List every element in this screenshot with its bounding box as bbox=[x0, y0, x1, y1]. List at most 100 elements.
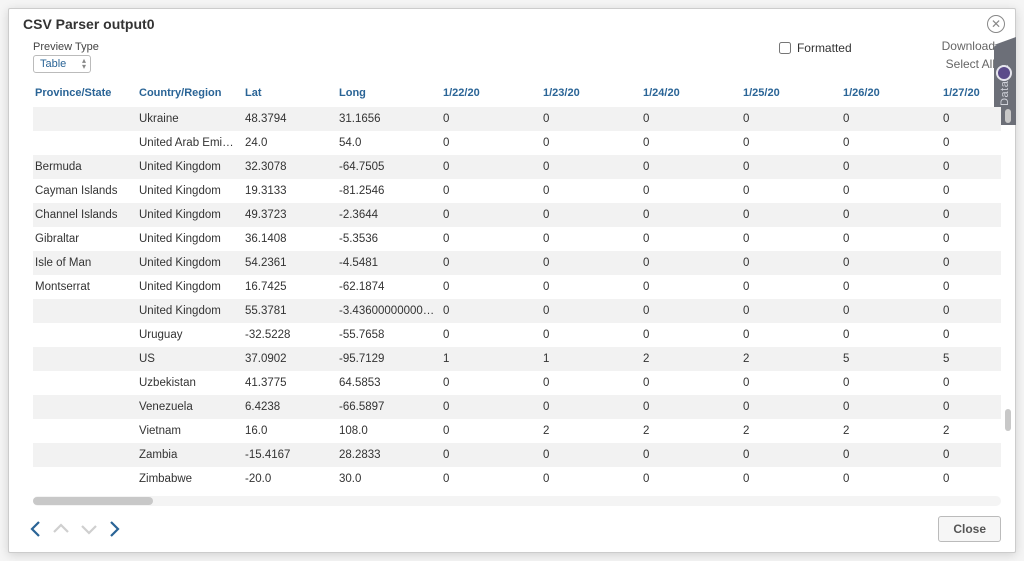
table-cell: 0 bbox=[741, 371, 841, 395]
table-cell: Cayman Islands bbox=[33, 179, 137, 203]
table-cell: 16.7425 bbox=[243, 275, 337, 299]
vscroll-thumb[interactable] bbox=[1005, 409, 1011, 431]
nav-prev-icon[interactable] bbox=[29, 519, 43, 539]
table-cell: United Arab Emira… bbox=[137, 131, 243, 155]
table-cell: 0 bbox=[541, 155, 641, 179]
table-cell: 1 bbox=[541, 347, 641, 371]
table-cell: Montserrat bbox=[33, 275, 137, 299]
column-header[interactable]: Lat bbox=[243, 79, 337, 107]
table-row[interactable]: United Kingdom55.3781-3.43600000000000…0… bbox=[33, 299, 1001, 323]
column-header[interactable]: 1/25/20 bbox=[741, 79, 841, 107]
table-cell: United Kingdom bbox=[137, 155, 243, 179]
table-cell: 0 bbox=[841, 107, 941, 131]
table-row[interactable]: GibraltarUnited Kingdom36.1408-5.3536000… bbox=[33, 227, 1001, 251]
table-row[interactable]: Uruguay-32.5228-55.7658000000 bbox=[33, 323, 1001, 347]
table-cell: 0 bbox=[441, 227, 541, 251]
hscroll-track[interactable] bbox=[33, 496, 1001, 506]
table-row[interactable]: Ukraine48.379431.1656000000 bbox=[33, 107, 1001, 131]
table-cell: 0 bbox=[641, 371, 741, 395]
column-header[interactable]: Province/State bbox=[33, 79, 137, 107]
close-button[interactable]: Close bbox=[938, 516, 1001, 542]
formatted-toggle[interactable]: Formatted bbox=[779, 41, 852, 55]
table-row[interactable]: Zimbabwe-20.030.0000000 bbox=[33, 467, 1001, 491]
table-cell: 0 bbox=[541, 323, 641, 347]
table-cell: US bbox=[137, 347, 243, 371]
table-cell: 0 bbox=[841, 179, 941, 203]
table-cell: 0 bbox=[741, 299, 841, 323]
table-cell: 48.3794 bbox=[243, 107, 337, 131]
close-icon[interactable]: ✕ bbox=[987, 15, 1005, 33]
table-row[interactable]: Vietnam16.0108.0022222 bbox=[33, 419, 1001, 443]
table-cell: -3.43600000000000… bbox=[337, 299, 441, 323]
formatted-checkbox[interactable] bbox=[779, 42, 791, 54]
table-scroll[interactable]: Province/StateCountry/RegionLatLong1/22/… bbox=[33, 79, 1001, 496]
select-all-link[interactable]: Select All bbox=[946, 57, 995, 71]
table-row[interactable]: Uzbekistan41.377564.5853000000 bbox=[33, 371, 1001, 395]
table-cell: -20.0 bbox=[243, 467, 337, 491]
table-cell: Vietnam bbox=[137, 419, 243, 443]
nav-up-icon[interactable] bbox=[51, 522, 71, 536]
column-header[interactable]: 1/23/20 bbox=[541, 79, 641, 107]
vscroll-top-indicator[interactable] bbox=[1005, 109, 1011, 123]
table-cell: Zimbabwe bbox=[137, 467, 243, 491]
table-cell: 0 bbox=[941, 275, 1001, 299]
table-row[interactable]: Zambia-15.416728.2833000000 bbox=[33, 443, 1001, 467]
table-row[interactable]: Venezuela6.4238-66.5897000000 bbox=[33, 395, 1001, 419]
table-cell: 0 bbox=[441, 371, 541, 395]
table-cell: 0 bbox=[441, 323, 541, 347]
table-cell: 0 bbox=[841, 131, 941, 155]
table-cell: 2 bbox=[941, 419, 1001, 443]
column-header[interactable]: 1/22/20 bbox=[441, 79, 541, 107]
nav-down-icon[interactable] bbox=[79, 522, 99, 536]
table-row[interactable]: US37.0902-95.7129112255 bbox=[33, 347, 1001, 371]
table-cell: 0 bbox=[541, 275, 641, 299]
column-header[interactable]: Long bbox=[337, 79, 441, 107]
table-cell: Uzbekistan bbox=[137, 371, 243, 395]
table-cell: 0 bbox=[941, 443, 1001, 467]
table-row[interactable]: United Arab Emira…24.054.0000000 bbox=[33, 131, 1001, 155]
dataviz-side-icon bbox=[996, 65, 1012, 81]
table-cell: 1 bbox=[441, 347, 541, 371]
table-cell: 0 bbox=[941, 371, 1001, 395]
table-cell: 0 bbox=[941, 179, 1001, 203]
table-row[interactable]: Channel IslandsUnited Kingdom49.3723-2.3… bbox=[33, 203, 1001, 227]
table-cell: 0 bbox=[841, 251, 941, 275]
table-cell: -62.1874 bbox=[337, 275, 441, 299]
download-link[interactable]: Download bbox=[942, 39, 995, 53]
table-header-row: Province/StateCountry/RegionLatLong1/22/… bbox=[33, 79, 1001, 107]
table-cell: 0 bbox=[541, 467, 641, 491]
column-header[interactable]: 1/24/20 bbox=[641, 79, 741, 107]
column-header[interactable]: Country/Region bbox=[137, 79, 243, 107]
table-row[interactable]: Isle of ManUnited Kingdom54.2361-4.54810… bbox=[33, 251, 1001, 275]
table-cell: 0 bbox=[941, 131, 1001, 155]
modal-header: CSV Parser output0 ✕ bbox=[9, 9, 1015, 37]
table-cell: 108.0 bbox=[337, 419, 441, 443]
table-cell: 0 bbox=[441, 443, 541, 467]
table-cell: 0 bbox=[841, 275, 941, 299]
table-cell: 0 bbox=[741, 203, 841, 227]
table-cell: 16.0 bbox=[243, 419, 337, 443]
nav-next-icon[interactable] bbox=[107, 519, 121, 539]
table-cell bbox=[33, 419, 137, 443]
table-cell: 0 bbox=[641, 179, 741, 203]
nav-arrows bbox=[29, 519, 121, 539]
table-cell: 0 bbox=[441, 131, 541, 155]
table-cell bbox=[33, 371, 137, 395]
hscroll-thumb[interactable] bbox=[33, 497, 153, 505]
column-header[interactable]: 1/26/20 bbox=[841, 79, 941, 107]
table-cell: 2 bbox=[841, 419, 941, 443]
table-cell: -66.5897 bbox=[337, 395, 441, 419]
table-cell: 19.3133 bbox=[243, 179, 337, 203]
preview-type-select[interactable]: Table ▴▾ bbox=[33, 55, 91, 73]
table-cell: 0 bbox=[541, 371, 641, 395]
column-header[interactable]: 1/27/20 bbox=[941, 79, 1001, 107]
table-cell: 2 bbox=[641, 419, 741, 443]
table-row[interactable]: BermudaUnited Kingdom32.3078-64.75050000… bbox=[33, 155, 1001, 179]
table-container: Province/StateCountry/RegionLatLong1/22/… bbox=[9, 79, 1015, 496]
table-row[interactable]: Cayman IslandsUnited Kingdom19.3133-81.2… bbox=[33, 179, 1001, 203]
table-cell: United Kingdom bbox=[137, 299, 243, 323]
table-cell bbox=[33, 467, 137, 491]
table-row[interactable]: MontserratUnited Kingdom16.7425-62.18740… bbox=[33, 275, 1001, 299]
table-cell: 0 bbox=[541, 131, 641, 155]
table-cell: 0 bbox=[941, 107, 1001, 131]
